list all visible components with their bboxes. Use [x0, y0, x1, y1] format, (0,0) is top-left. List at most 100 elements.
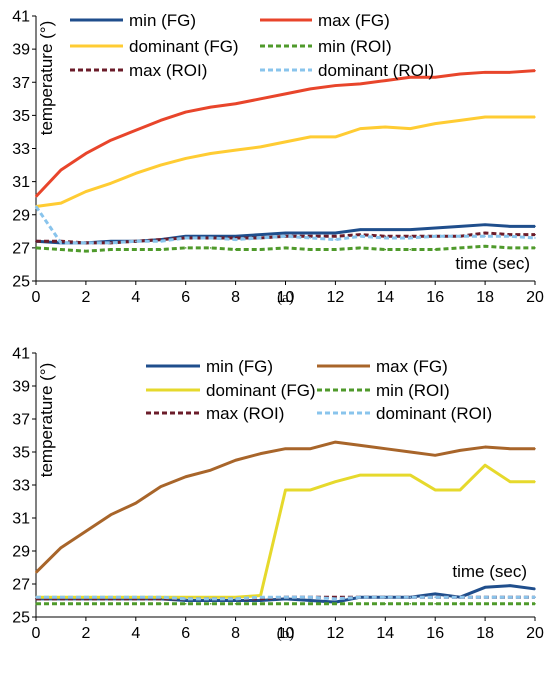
data-point — [484, 232, 486, 234]
data-point — [459, 225, 461, 228]
data-point — [534, 588, 536, 590]
data-point — [85, 250, 87, 252]
data-point — [309, 596, 312, 598]
data-point — [159, 240, 162, 243]
data-point — [534, 237, 536, 239]
data-point — [309, 248, 312, 251]
y-tick-label: 25 — [12, 610, 30, 627]
data-point — [284, 603, 287, 605]
data-point — [409, 248, 412, 251]
x-tick-label: 8 — [231, 289, 240, 306]
data-point — [484, 603, 486, 605]
data-point — [284, 489, 287, 491]
data-point — [85, 190, 87, 193]
data-point — [184, 247, 187, 249]
legend-label: dominant (FG) — [129, 37, 239, 56]
data-point — [234, 248, 237, 251]
data-point — [284, 247, 287, 249]
x-tick-label: 18 — [476, 625, 494, 642]
data-point — [409, 228, 412, 231]
data-point — [184, 475, 187, 478]
x-tick-label: 18 — [476, 289, 494, 306]
data-point — [159, 164, 162, 166]
data-point — [534, 69, 536, 72]
x-tick-label: 12 — [327, 625, 345, 642]
x-tick-label: 0 — [32, 625, 41, 642]
data-point — [110, 182, 112, 185]
data-point — [409, 237, 412, 239]
legend-label: dominant (ROI) — [376, 404, 492, 423]
legend: min (FG) max (FG) dominant (FG) min (ROI) ma… — [70, 11, 434, 80]
panel-caption: (b) — [277, 626, 295, 642]
y-tick-label: 29 — [12, 544, 30, 561]
data-point — [384, 603, 387, 605]
data-point — [434, 454, 437, 457]
data-point — [359, 228, 362, 231]
chart-panel-b: 25 27 29 31 33 35 37 39 41 0 2 4 6 8 10 12 14 16 18 20 tempe… — [12, 346, 544, 643]
data-point — [384, 228, 387, 231]
legend-label: max (ROI) — [206, 404, 284, 423]
y-tick-label: 35 — [12, 445, 30, 462]
y-tick-label: 33 — [12, 141, 30, 158]
data-point — [35, 240, 37, 243]
data-point — [234, 603, 237, 605]
data-point — [209, 599, 212, 602]
data-point — [334, 238, 337, 241]
y-tick-label: 29 — [12, 207, 30, 224]
data-point — [60, 603, 62, 605]
data-point — [209, 106, 212, 108]
data-point — [359, 474, 362, 476]
legend-label: dominant (ROI) — [318, 61, 434, 80]
data-point — [135, 603, 137, 605]
data-point — [409, 474, 412, 476]
data-point — [35, 205, 37, 208]
data-point — [85, 596, 87, 598]
data-point — [434, 489, 437, 491]
data-point — [135, 129, 137, 132]
data-point — [509, 247, 511, 249]
legend: min (FG) max (FG) dominant (FG) min (ROI) ma… — [146, 357, 492, 423]
data-point — [409, 596, 412, 598]
data-point — [309, 88, 312, 90]
data-point — [284, 235, 287, 238]
legend-label: min (ROI) — [376, 381, 450, 400]
data-point — [60, 596, 62, 598]
data-point — [484, 596, 486, 598]
data-point — [359, 83, 362, 85]
data-point — [384, 126, 387, 128]
data-point — [159, 119, 162, 122]
data-point — [209, 603, 212, 605]
y-tick-label: 31 — [12, 511, 30, 528]
data-point — [534, 596, 536, 598]
x-tick-label: 2 — [81, 625, 90, 642]
legend-label: min (ROI) — [318, 37, 392, 56]
data-point — [434, 227, 437, 229]
y-tick-label: 27 — [12, 577, 30, 594]
data-point — [209, 598, 212, 600]
legend-label: max (ROI) — [129, 61, 207, 80]
series-line-max-fg — [34, 69, 536, 198]
data-point — [284, 232, 287, 234]
x-tick-label: 10 — [277, 625, 295, 642]
x-tick-label: 12 — [327, 289, 345, 306]
x-axis-label: time (sec) — [455, 254, 530, 273]
data-point — [534, 447, 536, 450]
data-point — [509, 480, 511, 483]
data-point — [284, 93, 287, 95]
data-point — [110, 139, 112, 142]
data-point — [484, 245, 486, 248]
data-point — [35, 603, 37, 605]
data-point — [159, 485, 162, 488]
data-point — [184, 598, 187, 600]
data-point — [284, 596, 287, 598]
data-point — [459, 119, 461, 122]
data-point — [384, 474, 387, 476]
data-point — [135, 240, 137, 243]
data-point — [334, 603, 337, 605]
data-point — [384, 248, 387, 251]
data-point — [534, 116, 536, 118]
data-point — [459, 596, 461, 598]
x-tick-label: 8 — [231, 625, 240, 642]
data-point — [434, 122, 437, 125]
